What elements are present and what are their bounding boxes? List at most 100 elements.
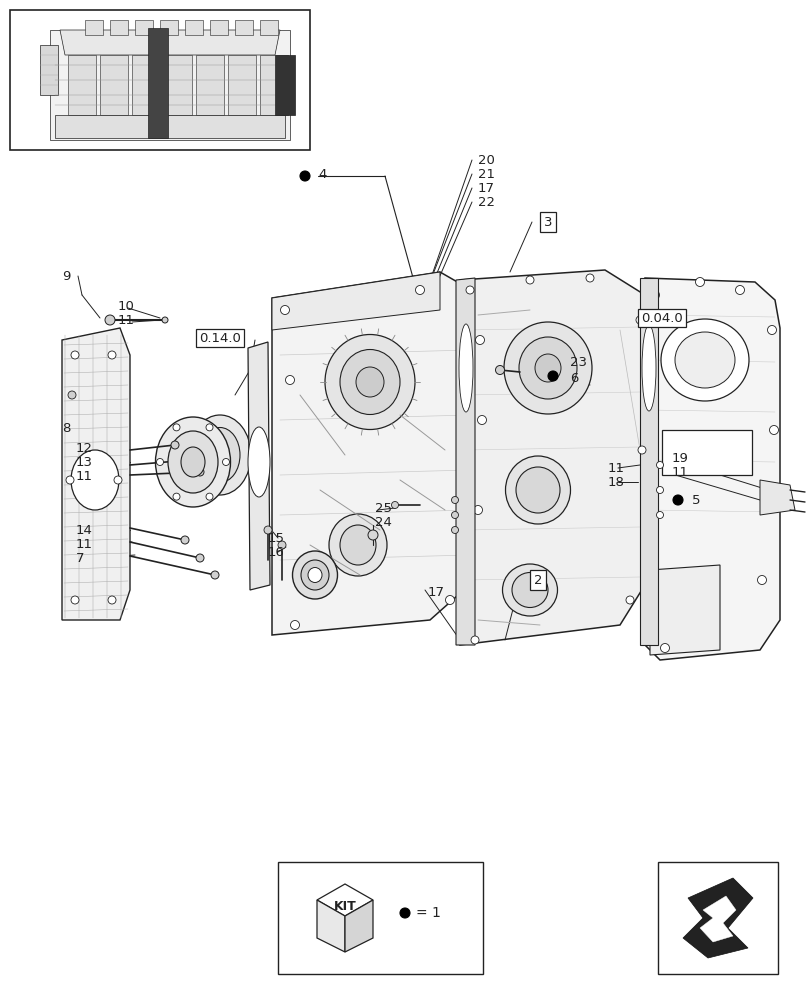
- Circle shape: [452, 526, 458, 534]
- Circle shape: [173, 424, 180, 431]
- Text: 2: 2: [534, 574, 542, 586]
- Circle shape: [473, 506, 482, 514]
- Text: 19: 19: [672, 452, 689, 464]
- Circle shape: [280, 306, 289, 314]
- Ellipse shape: [329, 514, 387, 576]
- Text: 4: 4: [318, 167, 326, 180]
- Polygon shape: [275, 55, 295, 115]
- Text: 12: 12: [76, 442, 93, 454]
- Ellipse shape: [340, 525, 376, 565]
- Circle shape: [660, 644, 670, 652]
- Ellipse shape: [308, 568, 322, 582]
- Bar: [132, 55, 160, 115]
- Bar: [68, 55, 96, 115]
- Ellipse shape: [301, 560, 329, 590]
- Circle shape: [478, 416, 486, 424]
- Text: 0.04.0: 0.04.0: [641, 312, 683, 324]
- Text: 11: 11: [76, 538, 93, 550]
- Text: 11: 11: [118, 314, 135, 326]
- Text: 6: 6: [570, 371, 579, 384]
- Polygon shape: [640, 278, 658, 645]
- Circle shape: [673, 495, 683, 505]
- Ellipse shape: [356, 367, 384, 397]
- Circle shape: [392, 502, 398, 508]
- Polygon shape: [50, 30, 290, 140]
- Circle shape: [196, 468, 204, 476]
- Bar: [164, 55, 192, 115]
- Circle shape: [626, 596, 634, 604]
- Text: 23: 23: [570, 356, 587, 368]
- Circle shape: [162, 317, 168, 323]
- Circle shape: [466, 286, 474, 294]
- Polygon shape: [40, 45, 58, 95]
- Text: 7: 7: [76, 552, 85, 564]
- Bar: [662, 430, 752, 475]
- Text: 0.14.0: 0.14.0: [199, 332, 241, 344]
- Circle shape: [108, 351, 116, 359]
- Text: 5: 5: [692, 493, 701, 506]
- Circle shape: [300, 171, 310, 181]
- Circle shape: [68, 391, 76, 399]
- Ellipse shape: [200, 428, 240, 483]
- Polygon shape: [55, 115, 285, 138]
- Ellipse shape: [661, 319, 749, 401]
- Circle shape: [656, 487, 663, 493]
- Circle shape: [368, 530, 378, 540]
- Circle shape: [452, 496, 458, 504]
- Ellipse shape: [168, 431, 218, 493]
- Circle shape: [105, 315, 115, 325]
- Text: 17: 17: [478, 182, 495, 194]
- Circle shape: [495, 365, 504, 374]
- Circle shape: [211, 571, 219, 579]
- Polygon shape: [460, 270, 648, 645]
- Text: 21: 21: [478, 167, 495, 180]
- Polygon shape: [235, 20, 253, 35]
- Circle shape: [735, 286, 744, 294]
- Circle shape: [471, 636, 479, 644]
- Circle shape: [415, 286, 424, 294]
- Bar: [260, 55, 288, 115]
- Circle shape: [171, 441, 179, 449]
- Ellipse shape: [512, 572, 548, 607]
- Bar: [196, 55, 224, 115]
- Ellipse shape: [519, 337, 577, 399]
- Polygon shape: [456, 278, 475, 645]
- Polygon shape: [248, 342, 270, 590]
- Text: 11: 11: [608, 462, 625, 475]
- Circle shape: [71, 596, 79, 604]
- Polygon shape: [645, 278, 780, 660]
- Ellipse shape: [504, 322, 592, 414]
- Text: KIT: KIT: [334, 900, 356, 912]
- Text: 24: 24: [375, 516, 392, 530]
- Ellipse shape: [459, 324, 473, 412]
- Polygon shape: [135, 20, 153, 35]
- Circle shape: [206, 424, 213, 431]
- Ellipse shape: [516, 467, 560, 513]
- Text: 8: 8: [62, 422, 70, 434]
- Ellipse shape: [642, 325, 656, 411]
- Circle shape: [526, 276, 534, 284]
- Ellipse shape: [189, 415, 251, 495]
- Ellipse shape: [155, 417, 230, 507]
- Text: 13: 13: [76, 456, 93, 468]
- Circle shape: [222, 458, 229, 466]
- Circle shape: [108, 596, 116, 604]
- Circle shape: [636, 316, 644, 324]
- Polygon shape: [700, 896, 736, 942]
- Circle shape: [400, 908, 410, 918]
- Circle shape: [181, 536, 189, 544]
- Text: 22: 22: [478, 196, 495, 209]
- Text: 11: 11: [76, 470, 93, 483]
- Text: 20: 20: [478, 153, 494, 166]
- Circle shape: [650, 290, 659, 300]
- Circle shape: [638, 446, 646, 454]
- Polygon shape: [210, 20, 228, 35]
- Circle shape: [196, 554, 204, 562]
- Bar: [658, 862, 778, 974]
- Circle shape: [264, 526, 272, 534]
- Circle shape: [445, 595, 454, 604]
- Circle shape: [285, 375, 294, 384]
- Polygon shape: [650, 565, 720, 655]
- Text: 17: 17: [428, 585, 445, 598]
- Ellipse shape: [325, 334, 415, 430]
